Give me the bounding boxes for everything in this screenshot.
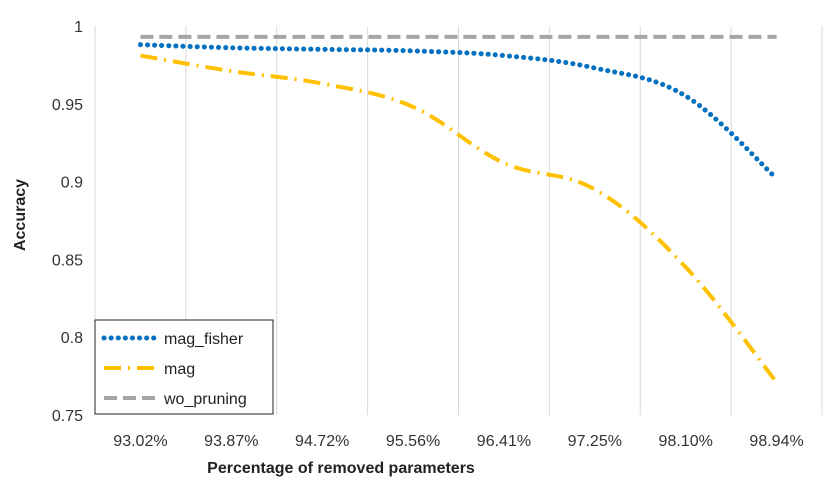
y-tick-label: 0.75 (52, 408, 83, 425)
tick-labels: 0.75 0.8 0.85 0.9 0.95 1 93.02% 93.87% 94.72% 95.… (52, 19, 804, 450)
y-tick-label: 0.9 (61, 175, 83, 192)
y-tick-label: 1 (74, 19, 83, 36)
legend-label: mag_fisher (164, 331, 244, 348)
x-tick-label: 93.02% (113, 433, 167, 450)
x-tick-label: 97.25% (568, 433, 622, 450)
series-line-mag (140, 53, 779, 384)
x-axis-title: Percentage of removed parameters (207, 460, 475, 477)
x-tick-label: 96.41% (477, 433, 531, 450)
x-tick-label: 98.10% (659, 433, 713, 450)
x-tick-label: 98.94% (749, 433, 803, 450)
x-tick-label: 94.72% (295, 433, 349, 450)
legend-label: mag (164, 361, 195, 378)
x-tick-label: 95.56% (386, 433, 440, 450)
series-line-mag-fisher (137, 42, 780, 181)
legend-label: wo_pruning (163, 391, 247, 408)
y-tick-label: 0.85 (52, 252, 83, 269)
gridlines (94, 26, 823, 415)
x-tick-label: 93.87% (204, 433, 258, 450)
y-axis-title: Accuracy (12, 179, 29, 251)
y-tick-label: 0.95 (52, 97, 83, 114)
y-tick-label: 0.8 (61, 330, 83, 347)
series-group (137, 34, 780, 384)
